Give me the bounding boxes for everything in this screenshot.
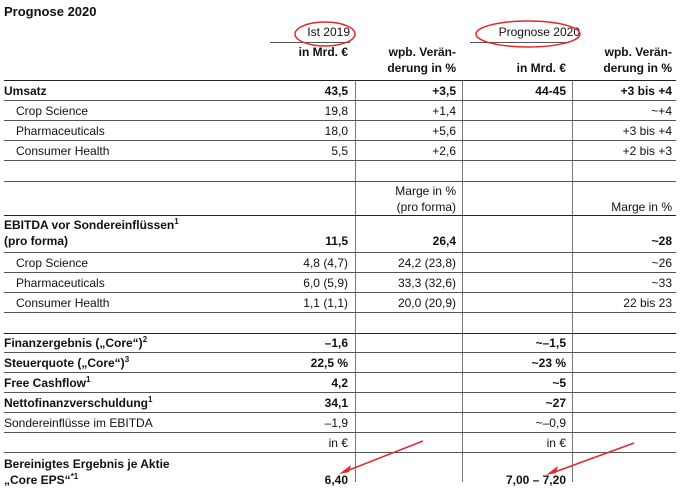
kpi-label: Finanzergebnis („Core“)2	[4, 335, 148, 351]
row-ist-change: +2,6	[432, 144, 456, 158]
rule	[4, 272, 676, 273]
ebitda-label-line1: EBITDA vor Sondereinflüssen1	[4, 217, 179, 233]
annotation-arrowhead-prog	[546, 466, 558, 475]
marge-left-line1: Marge in %	[395, 184, 456, 198]
rule	[4, 215, 676, 216]
row-prog-change: ~+4	[651, 104, 672, 118]
row-ist-change: +5,6	[432, 124, 456, 138]
kpi-ist: –1,9	[324, 416, 348, 430]
marge-right: Marge in %	[611, 200, 672, 214]
eps-label-line2: „Core EPS“*1	[4, 472, 79, 488]
rule	[4, 312, 676, 313]
rule	[4, 120, 676, 121]
row-prog-change: +3 bis +4	[622, 124, 672, 138]
eps-ist: 6,40	[324, 473, 348, 487]
row-prog-change: +3 bis +4	[620, 84, 672, 98]
page-title: Prognose 2020	[4, 4, 97, 19]
rule	[4, 252, 676, 253]
header-mrd-prog: in Mrd. €	[516, 61, 566, 75]
rule	[4, 80, 676, 81]
row-ist-change: +3,5	[432, 84, 456, 98]
header-wpb-ist-line1: wpb. Verän-	[388, 45, 456, 59]
segment-label: Consumer Health	[16, 296, 110, 310]
row-ist-value: 43,5	[324, 84, 348, 98]
rule	[4, 160, 676, 161]
rule	[4, 372, 676, 373]
row-label: Pharmaceuticals	[16, 124, 105, 138]
kpi-prog: ~27	[545, 396, 566, 410]
row-label: Umsatz	[4, 84, 47, 98]
eps-label-line1: Bereinigtes Ergebnis je Aktie	[4, 457, 170, 471]
segment-prog-margin: 22 bis 23	[623, 296, 672, 310]
annotation-arrow-prog	[551, 442, 635, 474]
rule	[4, 292, 676, 293]
header-wpb-prog-line1: wpb. Verän-	[604, 45, 672, 59]
eps-prog: 7,00 – 7,20	[505, 473, 566, 487]
kpi-ist: 22,5 %	[310, 356, 348, 370]
segment-label: Pharmaceuticals	[16, 276, 105, 290]
row-ist-value: 5,5	[331, 144, 348, 158]
annotation-arrow-ist	[343, 440, 424, 473]
rule	[4, 452, 676, 453]
segment-label: Crop Science	[16, 256, 89, 270]
rule	[4, 140, 676, 141]
segment-ebitda: 1,1 (1,1)	[303, 296, 348, 310]
marge-left-line2: (pro forma)	[396, 200, 456, 214]
unit-prog: in €	[546, 436, 566, 450]
column-divider	[462, 80, 463, 482]
rule	[4, 392, 676, 393]
segment-prog-margin: ~33	[651, 276, 672, 290]
column-divider	[572, 80, 573, 482]
row-label: Consumer Health	[16, 144, 110, 158]
annotation-ellipse-ist	[294, 21, 356, 47]
ebitda-label-line2: (pro forma)	[4, 234, 68, 248]
kpi-prog: ~23 %	[531, 356, 566, 370]
row-ist-value: 18,0	[324, 124, 348, 138]
header-rule-ist	[270, 42, 350, 43]
kpi-ist: 4,2	[331, 376, 348, 390]
kpi-prog: ~–1,5	[535, 336, 566, 350]
segment-prog-margin: ~26	[651, 256, 672, 270]
kpi-label: Free Cashflow1	[4, 375, 91, 391]
column-divider	[355, 80, 356, 482]
rule	[4, 181, 676, 182]
row-ist-change: +1,4	[432, 104, 456, 118]
segment-margin: 20,0 (20,9)	[397, 296, 456, 310]
segment-ebitda: 6,0 (5,9)	[303, 276, 348, 290]
header-prognose: Prognose 2020	[498, 25, 580, 39]
kpi-ist: –1,6	[324, 336, 348, 350]
kpi-ist: 34,1	[324, 396, 348, 410]
row-ist-value: 19,8	[324, 104, 348, 118]
segment-ebitda: 4,8 (4,7)	[303, 256, 348, 270]
segment-margin: 24,2 (23,8)	[397, 256, 456, 270]
header-wpb-prog-line2: derung in %	[603, 61, 672, 75]
rule	[4, 432, 676, 433]
rule	[4, 100, 676, 101]
annotation-ellipse-prognose	[475, 20, 581, 48]
row-prog-change: +2 bis +3	[622, 144, 672, 158]
kpi-label: Nettofinanzverschuldung1	[4, 395, 153, 411]
kpi-prog: ~–0,9	[535, 416, 566, 430]
header-wpb-ist-line2: derung in %	[387, 61, 456, 75]
ebitda-prog-margin: ~28	[651, 234, 672, 248]
header-ist: Ist 2019	[307, 25, 350, 39]
rule	[4, 412, 676, 413]
header-rule-prog	[470, 42, 568, 43]
segment-margin: 33,3 (32,6)	[397, 276, 456, 290]
unit-ist: in €	[328, 436, 348, 450]
rule	[4, 333, 676, 334]
row-prog-value: 44-45	[535, 84, 566, 98]
row-label: Crop Science	[16, 104, 89, 118]
ebitda-margin: 26,4	[432, 234, 456, 248]
ebitda-ist: 11,5	[325, 234, 348, 248]
header-mrd-ist: in Mrd. €	[298, 45, 348, 59]
kpi-label: Sondereinflüsse im EBITDA	[4, 416, 153, 430]
annotation-arrowhead-ist	[339, 465, 351, 474]
rule	[4, 352, 676, 353]
kpi-label: Steuerquote („Core“)3	[4, 355, 130, 371]
kpi-prog: ~5	[552, 376, 566, 390]
